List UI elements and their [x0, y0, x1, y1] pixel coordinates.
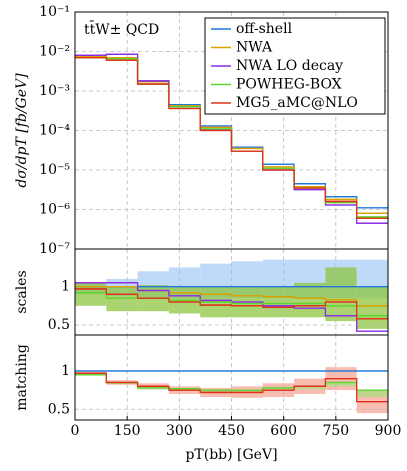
y-axis-label: scales	[14, 270, 30, 313]
step-connector	[75, 292, 388, 317]
legend-label: NWA LO decay	[236, 58, 343, 74]
band	[294, 386, 326, 390]
y-tick-label: 10⁻¹	[39, 4, 70, 20]
band	[106, 382, 138, 385]
band	[262, 387, 295, 391]
band	[325, 382, 357, 387]
x-tick-label: 750	[322, 423, 349, 439]
band	[231, 390, 263, 393]
legend-label: MG5_aMC@NLO	[236, 95, 358, 111]
band	[137, 387, 169, 390]
y-tick-label: 1	[61, 363, 70, 379]
y-tick-label: 10⁻⁶	[39, 202, 70, 218]
step-connector	[75, 372, 388, 403]
step-connector	[75, 56, 388, 219]
x-tick-label: 900	[375, 423, 402, 439]
y-tick-label: 10⁻³	[39, 83, 70, 99]
band	[356, 390, 388, 398]
y-tick-label: 0.5	[48, 401, 70, 417]
band	[106, 286, 138, 312]
y-axis-label: matching	[14, 344, 30, 411]
annotation: tt̄W± QCD	[84, 20, 159, 38]
x-tick-label: 450	[218, 423, 245, 439]
y-tick-label: 10⁻⁵	[39, 162, 70, 178]
y-tick-label: 1	[61, 279, 70, 295]
x-tick-label: 300	[166, 423, 193, 439]
y-tick-label: 0.5	[48, 317, 70, 333]
band	[294, 282, 326, 318]
y-axis-label: dσ/dpT [fb/GeV]	[14, 73, 30, 188]
band	[356, 286, 388, 329]
y-tick-label: 10⁻⁷	[39, 241, 70, 257]
x-tick-label: 150	[114, 423, 141, 439]
y-tick-label: 10⁻²	[39, 44, 70, 60]
band	[262, 286, 295, 318]
x-tick-label: 0	[71, 423, 80, 439]
step-connector	[75, 288, 388, 320]
x-axis-label: pT(bb) [GeV]	[185, 447, 277, 463]
x-tick-label: 600	[270, 423, 297, 439]
legend-label: off-shell	[236, 21, 293, 37]
y-tick-label: 10⁻⁴	[39, 123, 70, 139]
band	[325, 267, 357, 322]
band	[200, 390, 232, 393]
legend-box	[204, 17, 386, 115]
legend-label: NWA	[236, 40, 273, 56]
legend-label: POWHEG-BOX	[236, 77, 342, 93]
